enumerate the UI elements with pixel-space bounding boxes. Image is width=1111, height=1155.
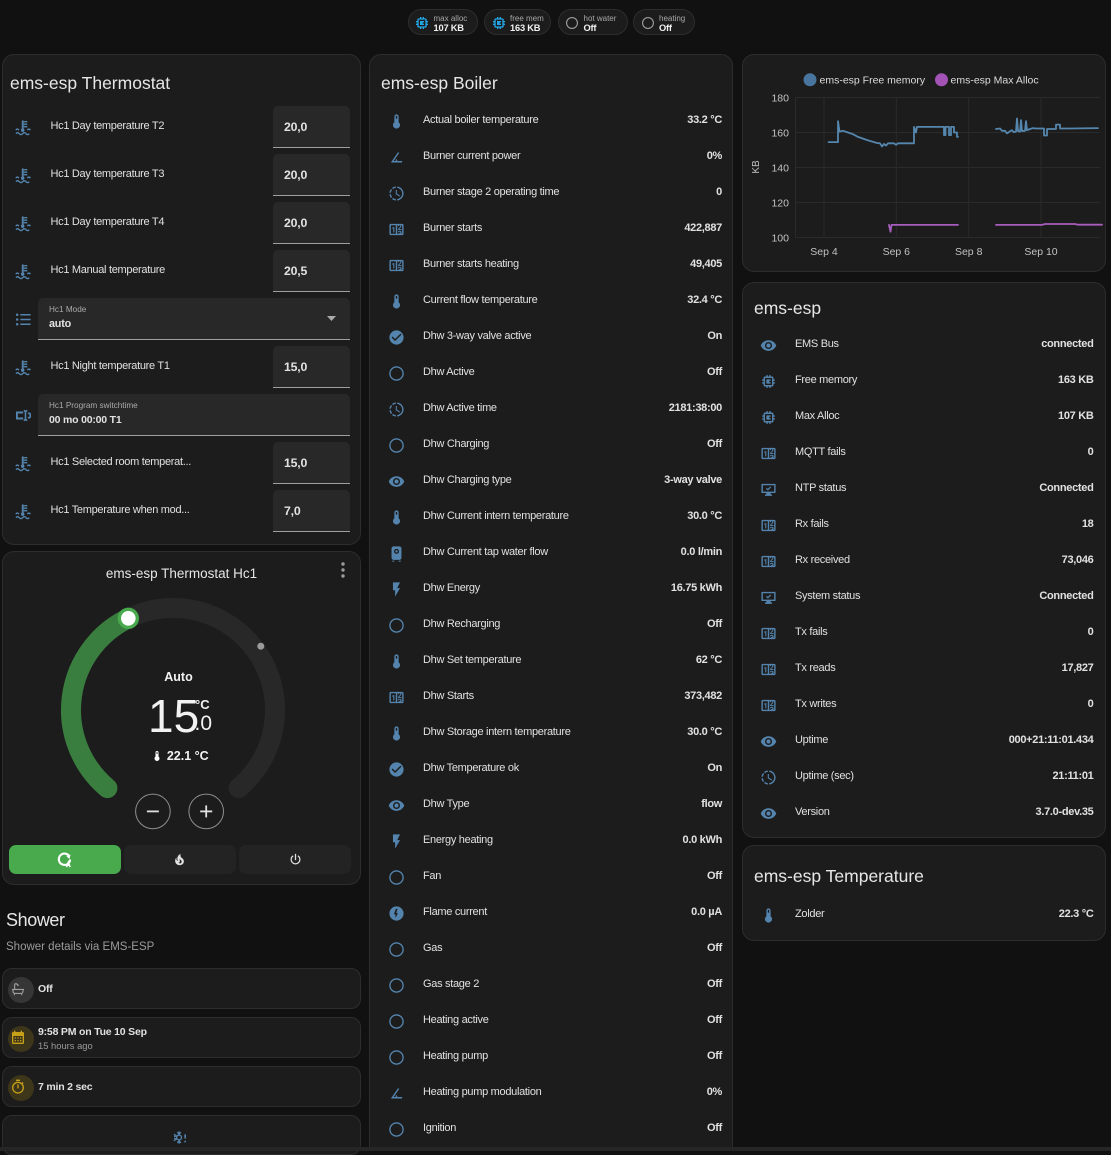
svg-text:ems-esp Free memory: ems-esp Free memory: [820, 75, 926, 87]
svg-text:Sep 10: Sep 10: [1024, 246, 1057, 258]
svg-text:120: 120: [771, 198, 789, 210]
svg-text:180: 180: [771, 93, 789, 105]
svg-text:140: 140: [771, 163, 789, 175]
svg-text:Sep 4: Sep 4: [810, 246, 838, 258]
svg-text:Sep 8: Sep 8: [955, 246, 983, 258]
svg-text:100: 100: [771, 233, 789, 245]
svg-text:KB: KB: [751, 160, 762, 174]
svg-text:Sep 6: Sep 6: [883, 246, 911, 258]
svg-text:160: 160: [771, 128, 789, 140]
svg-text:ems-esp Max Alloc: ems-esp Max Alloc: [951, 75, 1039, 87]
